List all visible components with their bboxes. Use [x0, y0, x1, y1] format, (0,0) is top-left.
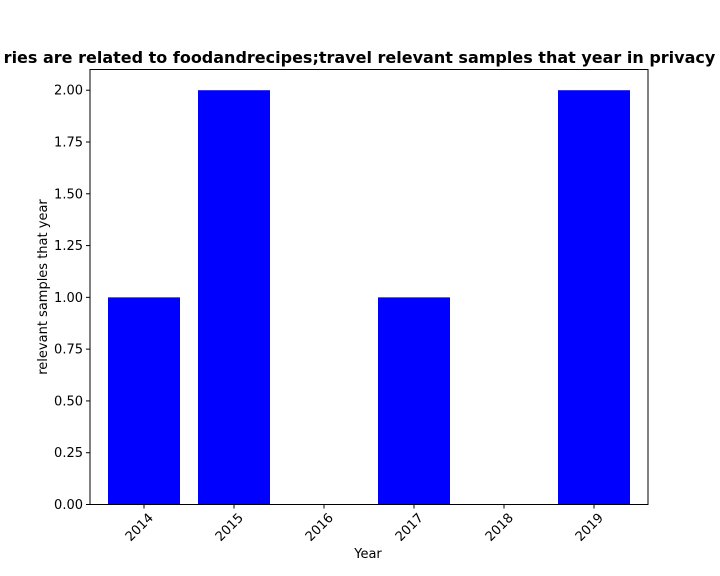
y-tick-label: 0.75 — [54, 343, 83, 358]
y-axis-label: relevant samples that year — [36, 199, 51, 375]
y-tick-label: 2.00 — [54, 84, 83, 99]
y-tick-label: 1.50 — [54, 187, 83, 202]
y-tick-label: 1.75 — [54, 136, 83, 151]
y-tick-label: 1.25 — [54, 239, 83, 254]
y-tick-label: 0.50 — [54, 394, 83, 409]
bar-2014 — [108, 297, 180, 505]
x-axis: 2014 2015 2016 2017 2018 2019 — [123, 504, 607, 545]
x-tick-label: 2018 — [483, 511, 517, 545]
chart-title: ries are related to foodandrecipes;trave… — [4, 48, 720, 67]
bars-group — [108, 90, 630, 505]
x-tick-label: 2016 — [303, 511, 337, 545]
bar-2015 — [198, 90, 270, 505]
x-tick-label: 2017 — [393, 511, 427, 545]
bar-2019 — [558, 90, 630, 505]
x-tick-label: 2019 — [573, 511, 607, 545]
plot-frame — [89, 69, 649, 505]
y-tick-label: 1.00 — [54, 291, 83, 306]
x-axis-label: Year — [353, 547, 382, 562]
y-tick-label: 0.00 — [54, 498, 83, 513]
x-tick-label: 2015 — [213, 511, 247, 545]
bar-2017 — [378, 297, 450, 505]
x-tick-label: 2014 — [123, 511, 157, 545]
y-axis: 0.00 0.25 0.50 0.75 1.00 1.25 1.50 1.75 2.00 — [54, 84, 90, 513]
y-tick-label: 0.25 — [54, 446, 83, 461]
